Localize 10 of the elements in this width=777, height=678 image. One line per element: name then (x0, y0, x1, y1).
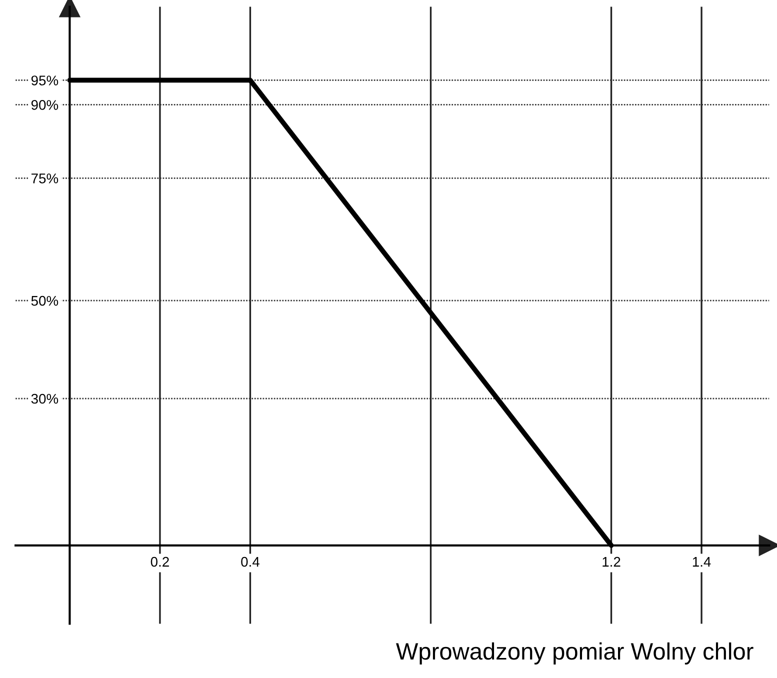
y-tick-label: 95% (31, 76, 58, 86)
y-tick-label: 30% (31, 394, 58, 404)
y-tick-label: 75% (32, 174, 58, 184)
x-tick-label: 0.4 (241, 556, 260, 567)
x-tick-label: 0.2 (150, 556, 169, 567)
y-tick-label: 50% (31, 296, 58, 306)
x-tick-label: 1.4 (692, 557, 711, 567)
x-axis-title: Wprowadzony pomiar Wolny chlor (396, 642, 754, 664)
y-tick-label: 90% (31, 100, 58, 110)
x-tick-label: 1.2 (602, 556, 620, 567)
